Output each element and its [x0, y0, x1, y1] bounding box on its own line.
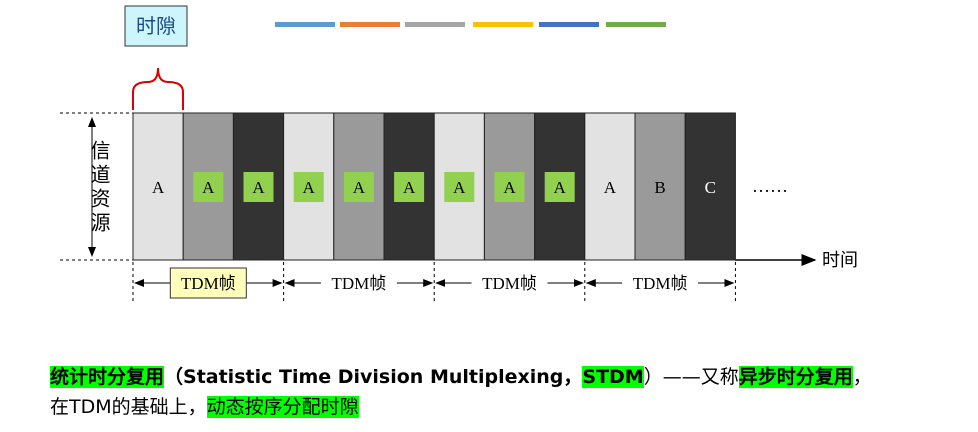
frame-label: TDM帧: [633, 274, 688, 293]
slot: [132, 112, 184, 261]
text-segment: STDM: [582, 366, 644, 388]
slot-highlight: [343, 172, 374, 202]
slot: [634, 112, 686, 261]
text-segment: 统计时分复用: [50, 366, 165, 388]
y-axis-label: 信道资源: [87, 140, 110, 236]
slot-label: C: [705, 178, 716, 197]
paragraph-line: 在TDM的基础上，动态按序分配时隙: [50, 392, 359, 419]
ellipsis: ……: [752, 176, 788, 196]
text-segment: ，: [852, 366, 872, 388]
slot: [584, 112, 636, 261]
slot-label: A: [202, 178, 215, 197]
frame-label-bg: [471, 272, 548, 294]
slot-highlight: [193, 172, 224, 202]
slot-highlight: [444, 172, 475, 202]
slot: [684, 112, 736, 261]
slot-highlight: [293, 172, 324, 202]
slot-label: A: [554, 178, 567, 197]
text-segment: ）——又称: [643, 366, 739, 388]
frame-label: TDM帧: [181, 274, 236, 293]
legend-bar: [539, 22, 599, 27]
slot-label: A: [604, 178, 617, 197]
brace: [132, 67, 184, 110]
slot-label: A: [303, 178, 316, 197]
frame-label-bg: [320, 272, 397, 294]
slot-label: A: [503, 178, 516, 197]
slot-highlight: [243, 172, 274, 202]
slot-label: A: [252, 178, 265, 197]
slot-label: A: [152, 178, 165, 197]
text-segment: 异步时分复用: [738, 366, 853, 388]
text-segment: 动态按序分配时隙: [206, 396, 359, 418]
slot-highlight: [394, 172, 425, 202]
slot-label: 时隙: [136, 15, 176, 38]
frame-label-bg: [622, 272, 699, 294]
x-axis-label: 时间: [822, 250, 858, 270]
legend-bar: [340, 22, 400, 27]
slot-label: A: [403, 178, 416, 197]
slot-highlight: [494, 172, 525, 202]
slot-label: A: [453, 178, 466, 197]
legend-bar: [473, 22, 533, 27]
legend-bar: [606, 22, 666, 27]
legend-bar: [275, 22, 335, 27]
legend-bar: [405, 22, 465, 27]
slot-label: B: [654, 178, 665, 197]
frame-label: TDM帧: [332, 274, 387, 293]
paragraph-line: 统计时分复用（Statistic Time Division Multiplex…: [50, 362, 872, 389]
slot-label: A: [353, 178, 366, 197]
diagram: 时隙 信道资源 时间 …… A A A A A A A A A A B C TDM帧 TDM帧 TDM帧 TD…: [60, 5, 858, 302]
slot-highlight: [544, 172, 575, 202]
frame-label-box: [169, 267, 247, 299]
text-segment: 在TDM的基础上，: [50, 396, 207, 418]
text-segment: （Statistic Time Division Multiplexing，: [164, 366, 583, 388]
frame-label: TDM帧: [482, 274, 537, 293]
slot-label-box: [124, 5, 188, 47]
